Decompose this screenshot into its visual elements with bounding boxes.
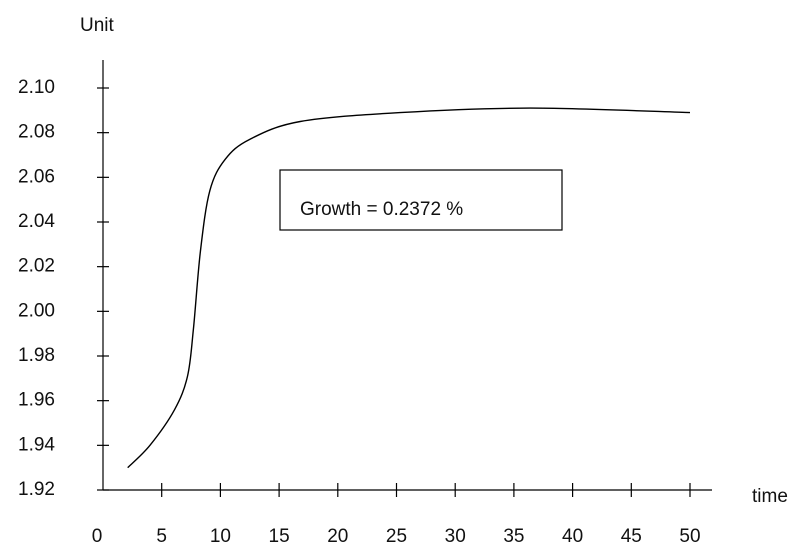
annotation-box <box>279 169 563 231</box>
y-tick-label: 2.08 <box>18 122 55 143</box>
x-tick-label: 0 <box>92 526 103 547</box>
x-tick-label: 35 <box>503 526 524 547</box>
x-tick-label: 20 <box>327 526 348 547</box>
x-tick-label: 10 <box>210 526 231 547</box>
y-tick-label: 2.02 <box>18 256 55 277</box>
y-tick-label: 1.98 <box>18 345 55 366</box>
y-axis-label: Unit <box>80 15 115 36</box>
y-tick-label: 2.04 <box>18 211 55 232</box>
x-tick-label: 50 <box>679 526 700 547</box>
x-axis-label: time <box>752 486 788 507</box>
curve <box>127 107 691 469</box>
y-tick-label: 1.92 <box>18 479 55 500</box>
x-tick-label: 40 <box>562 526 583 547</box>
annotation: Growth = 0.2372 % <box>300 199 463 220</box>
y-tick-label: 2.00 <box>18 300 55 321</box>
y-tick-label: 1.96 <box>18 390 55 411</box>
x-tick-label: 15 <box>269 526 290 547</box>
y-tick-label: 2.10 <box>18 77 55 98</box>
x-tick-label: 45 <box>621 526 642 547</box>
x-tick-label: 5 <box>156 526 167 547</box>
x-tick-label: 30 <box>445 526 466 547</box>
y-tick-label: 2.06 <box>18 166 55 187</box>
y-tick-label: 1.94 <box>18 434 55 455</box>
x-tick-label: 25 <box>386 526 407 547</box>
